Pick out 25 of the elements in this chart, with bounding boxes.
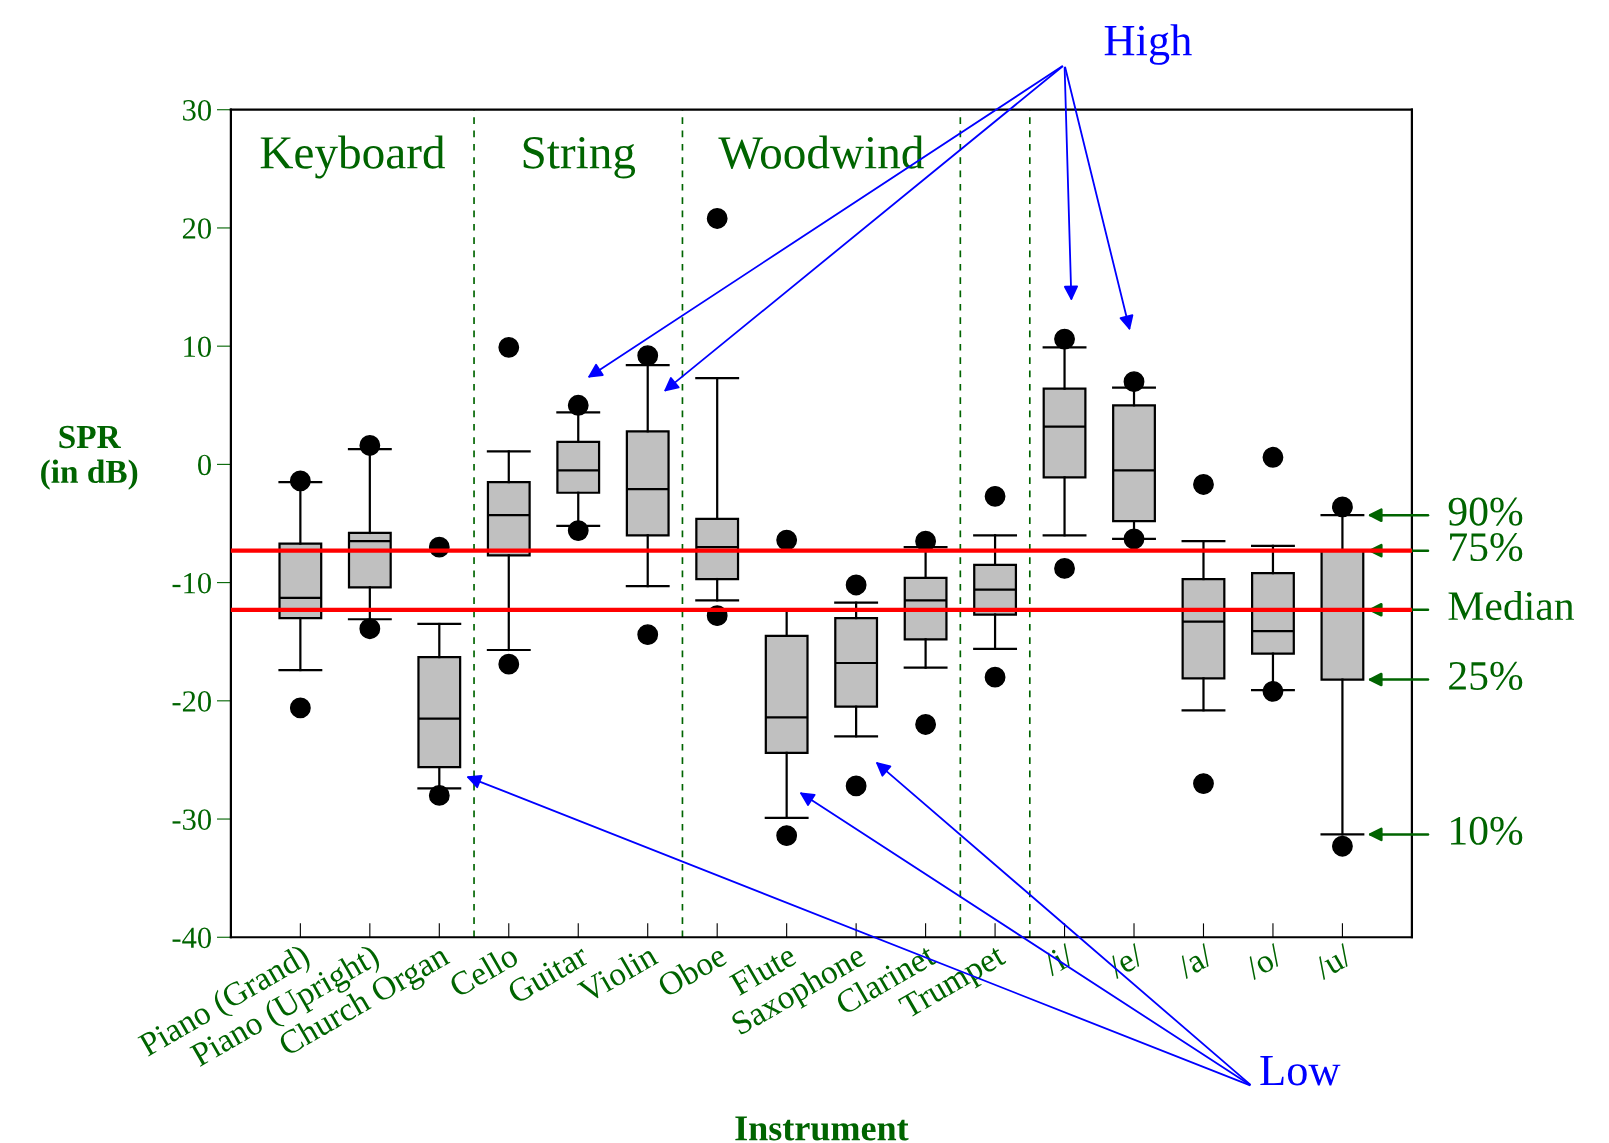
x-tick-label: /u/ [1312,943,1355,981]
x-tick-label: /o/ [1243,943,1285,981]
annotation: Median [1448,590,1574,621]
y-tick-label: 0 [198,454,211,476]
x-tick-label: /a/ [1175,943,1216,980]
y-tick-label: -20 [172,691,211,712]
annotation: 10% [1450,816,1523,845]
y-axis-title: SPR (in dB) [41,425,138,490]
text: Low [1260,1055,1341,1086]
annotation: Woodwind [718,135,924,170]
x-axis-title: Instrument [735,1116,909,1141]
x-tick-label: /e/ [1105,943,1146,980]
y-tick-label: 20 [182,218,211,239]
text: High [1104,24,1192,65]
annotation: String [523,136,636,179]
annotation: 75% [1450,533,1523,562]
y-tick-label: -10 [172,572,211,594]
annotation: 90% [1448,497,1523,526]
y-tick-label: -30 [172,809,211,830]
annotation: Keyboard [260,135,445,179]
y-tick-label: 30 [183,100,211,121]
x-tick-label: /i/ [1041,943,1077,977]
y-tick-label: -40 [172,927,211,949]
annotation: 25% [1449,661,1523,691]
y-tick-label: 10 [184,336,211,358]
